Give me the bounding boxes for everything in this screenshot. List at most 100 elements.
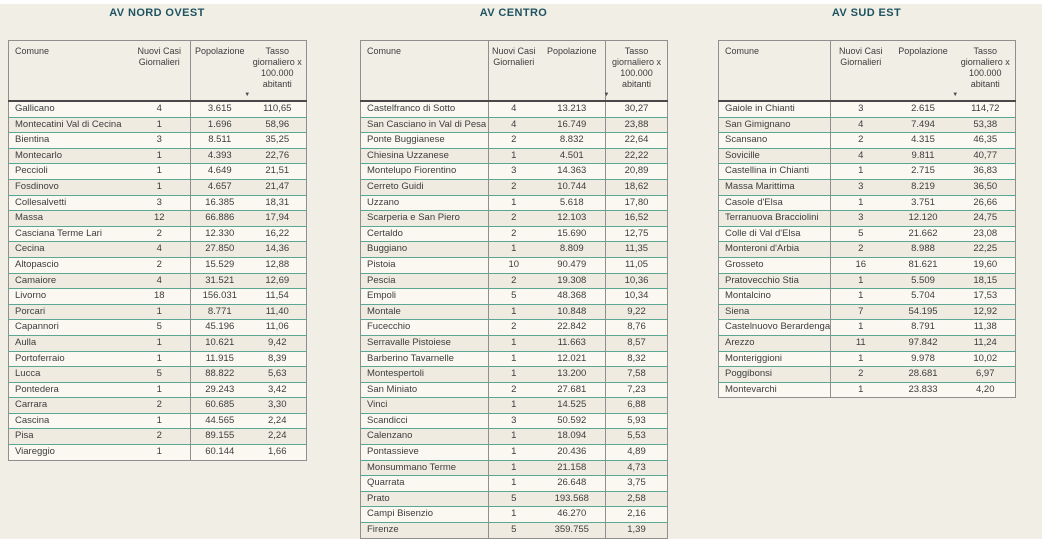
nuovi-casi-cell: 3 bbox=[830, 100, 891, 118]
column-header-label: Tasso giornaliero x 100.000 abitanti bbox=[252, 46, 302, 89]
column-header-nuovi-casi[interactable]: Nuovi Casi Giornalieri bbox=[488, 40, 539, 102]
popolazione-cell: 15.690 bbox=[538, 225, 606, 242]
nuovi-casi-cell: 4 bbox=[128, 241, 191, 258]
nuovi-casi-cell: 3 bbox=[128, 194, 191, 211]
column-header-tasso[interactable]: Tasso giornaliero x 100.000 abitanti ▼ bbox=[952, 40, 1016, 102]
column-header-nuovi-casi[interactable]: Nuovi Casi Giornalieri bbox=[830, 40, 891, 102]
popolazione-cell: 11.663 bbox=[538, 334, 606, 351]
data-table-av-nord-ovest: Comune Nuovi Casi Giornalieri Popolazion… bbox=[8, 40, 307, 461]
column-header-popolazione[interactable]: Popolazione bbox=[538, 40, 606, 102]
column-header-tasso[interactable]: Tasso giornaliero x 100.000 abitanti ▼ bbox=[244, 40, 307, 102]
nuovi-casi-cell: 2 bbox=[488, 210, 539, 227]
table-title-av-centro: AV CENTRO bbox=[479, 7, 548, 19]
nuovi-casi-cell: 2 bbox=[128, 428, 191, 445]
popolazione-cell: 48.368 bbox=[538, 288, 606, 305]
popolazione-cell: 8.791 bbox=[890, 319, 956, 336]
popolazione-cell: 5.618 bbox=[538, 194, 606, 211]
table-title-av-sud-est: AV SUD EST bbox=[831, 7, 902, 19]
popolazione-cell: 15.529 bbox=[190, 256, 249, 274]
tasso-cell: 6,97 bbox=[955, 366, 1016, 383]
tasso-cell: 8,32 bbox=[605, 350, 668, 367]
tasso-cell: 22,76 bbox=[248, 147, 307, 164]
comune-cell: Barberino Tavarnelle bbox=[360, 350, 489, 367]
sort-descending-icon[interactable]: ▼ bbox=[603, 92, 610, 98]
column-header-comune[interactable]: Comune bbox=[718, 40, 831, 102]
table-row: Calenzano 1 18.094 5,53 bbox=[360, 428, 668, 445]
sort-descending-icon[interactable]: ▼ bbox=[952, 92, 959, 98]
popolazione-cell: 60.144 bbox=[190, 444, 249, 461]
comune-cell: Montale bbox=[360, 303, 489, 320]
nuovi-casi-cell: 1 bbox=[830, 194, 891, 211]
popolazione-cell: 45.196 bbox=[190, 319, 249, 336]
nuovi-casi-cell: 2 bbox=[128, 397, 191, 414]
column-header-popolazione[interactable]: Popolazione bbox=[890, 40, 956, 102]
comune-cell: Montecatini Val di Cecina bbox=[8, 116, 129, 133]
top-white-strip bbox=[0, 0, 1042, 4]
table-row: San Casciano in Val di Pesa 4 16.749 23,88 bbox=[360, 116, 668, 133]
popolazione-cell: 16.385 bbox=[190, 194, 249, 211]
table-body: Castelfranco di Sotto 4 13.213 30,27 San Cas… bbox=[360, 100, 668, 539]
tasso-cell: 2,16 bbox=[605, 506, 668, 523]
nuovi-casi-cell: 4 bbox=[488, 100, 539, 118]
comune-cell: Casciana Terme Lari bbox=[8, 225, 129, 242]
comune-cell: Grosseto bbox=[718, 256, 831, 274]
tasso-cell: 2,58 bbox=[605, 490, 668, 507]
column-header-comune[interactable]: Comune bbox=[360, 40, 489, 102]
nuovi-casi-cell: 1 bbox=[128, 412, 191, 429]
table-title-av-nord-ovest: AV NORD OVEST bbox=[109, 7, 205, 19]
comune-cell: Peccioli bbox=[8, 163, 129, 180]
table-row: Certaldo 2 15.690 12,75 bbox=[360, 225, 668, 242]
comune-cell: Firenze bbox=[360, 522, 489, 539]
comune-cell: Castelnuovo Berardenga bbox=[718, 319, 831, 336]
nuovi-casi-cell: 11 bbox=[830, 334, 891, 351]
nuovi-casi-cell: 1 bbox=[488, 147, 539, 164]
table-row: Ponte Buggianese 2 8.832 22,64 bbox=[360, 132, 668, 149]
table-row: Montecarlo 1 4.393 22,76 bbox=[8, 147, 307, 164]
table-row: Cerreto Guidi 2 10.744 18,62 bbox=[360, 178, 668, 196]
tasso-cell: 23,88 bbox=[605, 116, 668, 133]
nuovi-casi-cell: 2 bbox=[830, 241, 891, 258]
nuovi-casi-cell: 4 bbox=[128, 272, 191, 289]
popolazione-cell: 88.822 bbox=[190, 366, 249, 383]
column-header-label: Comune bbox=[15, 46, 50, 56]
sort-descending-icon[interactable]: ▼ bbox=[244, 92, 251, 98]
tasso-cell: 40,77 bbox=[955, 147, 1016, 164]
tasso-cell: 22,64 bbox=[605, 132, 668, 149]
comune-cell: Portoferraio bbox=[8, 350, 129, 367]
popolazione-cell: 193.568 bbox=[538, 490, 606, 507]
nuovi-casi-cell: 3 bbox=[488, 163, 539, 180]
column-header-comune[interactable]: Comune bbox=[8, 40, 129, 102]
table-row: Monteriggioni 1 9.978 10,02 bbox=[718, 350, 1016, 367]
comune-cell: Monteriggioni bbox=[718, 350, 831, 367]
nuovi-casi-cell: 1 bbox=[830, 272, 891, 289]
table-body: Gallicano 4 3.615 110,65 Montecatini Val di … bbox=[8, 100, 307, 461]
nuovi-casi-cell: 1 bbox=[128, 178, 191, 196]
table-row: Scandicci 3 50.592 5,93 bbox=[360, 412, 668, 429]
tasso-cell: 3,75 bbox=[605, 475, 668, 492]
popolazione-cell: 11.915 bbox=[190, 350, 249, 367]
column-header-popolazione[interactable]: Popolazione bbox=[190, 40, 249, 102]
popolazione-cell: 4.501 bbox=[538, 147, 606, 164]
tasso-cell: 114,72 bbox=[955, 100, 1016, 118]
nuovi-casi-cell: 1 bbox=[830, 319, 891, 336]
table-row: Montale 1 10.848 9,22 bbox=[360, 303, 668, 320]
nuovi-casi-cell: 1 bbox=[128, 116, 191, 133]
table-row: Montalcino 1 5.704 17,53 bbox=[718, 288, 1016, 305]
tasso-cell: 26,66 bbox=[955, 194, 1016, 211]
column-header-nuovi-casi[interactable]: Nuovi Casi Giornalieri bbox=[128, 40, 191, 102]
tasso-cell: 6,88 bbox=[605, 397, 668, 414]
popolazione-cell: 8.988 bbox=[890, 241, 956, 258]
tasso-cell: 2,24 bbox=[248, 428, 307, 445]
tasso-cell: 9,22 bbox=[605, 303, 668, 320]
nuovi-casi-cell: 3 bbox=[488, 412, 539, 429]
popolazione-cell: 22.842 bbox=[538, 319, 606, 336]
table-row: Pratovecchio Stia 1 5.509 18,15 bbox=[718, 272, 1016, 289]
column-header-label: Comune bbox=[367, 46, 402, 56]
table-row: Aulla 1 10.621 9,42 bbox=[8, 334, 307, 351]
nuovi-casi-cell: 1 bbox=[488, 241, 539, 258]
table-row: Massa Marittima 3 8.219 36,50 bbox=[718, 178, 1016, 196]
column-header-tasso[interactable]: Tasso giornaliero x 100.000 abitanti ▼ bbox=[604, 40, 668, 102]
tasso-cell: 8,57 bbox=[605, 334, 668, 351]
comune-cell: Carrara bbox=[8, 397, 129, 414]
comune-cell: Montelupo Fiorentino bbox=[360, 163, 489, 180]
